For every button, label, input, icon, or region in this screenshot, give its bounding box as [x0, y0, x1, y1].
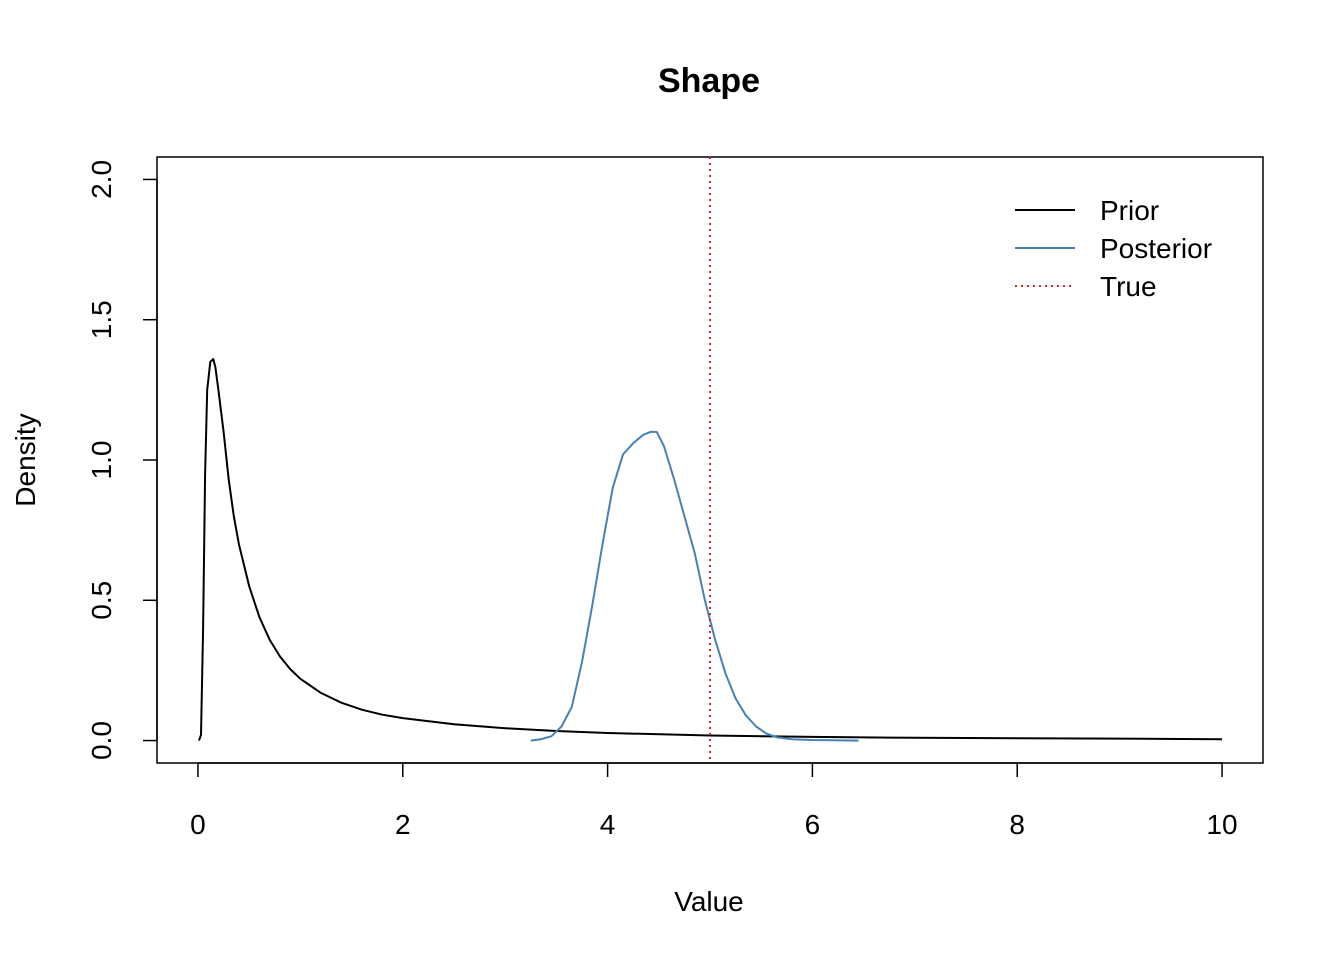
x-tick-label: 8 [1009, 809, 1025, 840]
x-tick-label: 6 [805, 809, 821, 840]
x-tick-label: 0 [190, 809, 206, 840]
prior-curve [198, 358, 1223, 741]
x-tick-label: 10 [1206, 809, 1237, 840]
y-tick-label: 1.0 [86, 441, 117, 480]
legend-label: Prior [1100, 195, 1159, 226]
x-axis: 0 2 4 6 8 10 [190, 762, 1238, 840]
x-tick-label: 4 [600, 809, 616, 840]
legend-label: Posterior [1100, 233, 1212, 264]
y-tick-label: 1.5 [86, 300, 117, 339]
legend: Prior Posterior True [1015, 195, 1212, 302]
y-tick-label: 0.5 [86, 581, 117, 620]
legend-label: True [1100, 271, 1157, 302]
posterior-curve [530, 430, 859, 742]
y-tick-label: 0.0 [86, 721, 117, 760]
y-tick-label: 2.0 [86, 160, 117, 199]
x-tick-label: 2 [395, 809, 411, 840]
y-axis: 0.0 0.5 1.0 1.5 2.0 [86, 160, 158, 760]
y-axis-label: Density [10, 413, 41, 506]
series-layer [198, 157, 1223, 763]
x-axis-label: Value [674, 886, 744, 917]
chart-title: Shape [658, 62, 760, 100]
